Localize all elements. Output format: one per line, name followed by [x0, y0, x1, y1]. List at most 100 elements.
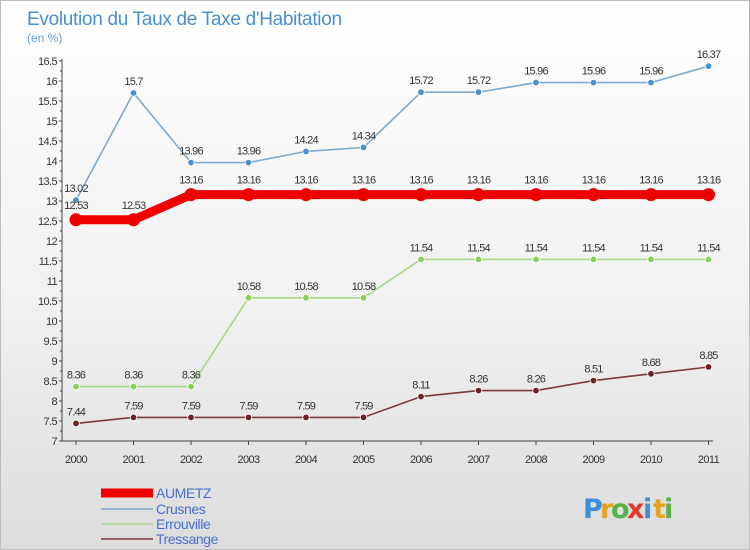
data-point: [69, 213, 83, 227]
x-tick-label: 2009: [582, 454, 605, 466]
data-labels: 13.02 15.7 13.96 13.96 14.24 14.34 15.72 15.72 1…: [64, 49, 722, 418]
y-tick-label: 8: [51, 396, 57, 408]
data-label: 7.44: [67, 406, 86, 418]
data-label: 13.16: [582, 175, 606, 187]
x-tick-label: 2003: [237, 454, 260, 466]
x-tick-label: 2011: [698, 454, 720, 466]
data-label: 11.54: [697, 242, 720, 254]
y-tick-label: 12: [46, 236, 58, 248]
data-point: [299, 188, 313, 202]
data-label: 15.96: [582, 66, 606, 78]
data-point: [532, 78, 540, 87]
data-point: [359, 294, 368, 302]
data-label: 11.54: [582, 242, 605, 254]
legend-label: AUMETZ: [156, 485, 212, 501]
x-tick-label: 2004: [295, 454, 318, 466]
x-tick-label: 2005: [352, 454, 375, 466]
data-label: 8.85: [699, 350, 718, 362]
x-tick-label: 2010: [640, 454, 663, 466]
series-line-tressange: [75, 366, 709, 425]
series-line-aumetz: [76, 190, 709, 225]
data-label: 13.96: [237, 146, 261, 158]
logo-letter: r: [600, 494, 614, 525]
data-label: 16.37: [697, 49, 721, 61]
data-label: 12.53: [64, 200, 88, 212]
data-point: [532, 386, 540, 395]
logo-letter: t: [653, 494, 667, 525]
data-point: [129, 413, 138, 422]
chart-subtitle: (en %): [27, 31, 62, 45]
data-point: [72, 382, 80, 391]
y-tick-label: 15: [46, 116, 58, 128]
data-label: 13.16: [697, 175, 721, 187]
x-tick-label: 2008: [525, 454, 548, 466]
data-label: 8.11: [412, 380, 430, 392]
data-label: 15.72: [409, 75, 433, 87]
data-label: 8.51: [584, 364, 603, 376]
data-point: [704, 363, 713, 371]
data-point: [414, 188, 428, 202]
data-label: 13.16: [524, 175, 548, 187]
y-tick-label: 16.5: [38, 56, 57, 68]
data-label: 13.16: [179, 175, 203, 187]
data-point: [647, 370, 655, 378]
data-point: [359, 413, 368, 422]
data-label: 11.54: [467, 242, 490, 254]
data-label: 8.68: [642, 357, 661, 369]
data-point: [187, 413, 195, 422]
data-point: [532, 255, 540, 264]
data-point: [474, 386, 483, 395]
data-label: 15.96: [524, 66, 548, 78]
data-label: 13.16: [294, 175, 318, 187]
y-tick-label: 11: [47, 276, 58, 288]
data-point: [359, 143, 368, 152]
data-point: [702, 188, 715, 202]
data-label: 10.58: [352, 281, 376, 293]
data-point: [302, 147, 310, 156]
data-point: [472, 188, 485, 202]
data-point: [704, 255, 713, 264]
legend-label: Crusnes: [156, 501, 206, 517]
data-label: 7.59: [182, 400, 201, 412]
series-line-errouville: [76, 258, 709, 388]
data-label: 11.54: [410, 242, 433, 254]
x-tick-label: 2002: [180, 454, 203, 466]
logo-letter: i: [643, 494, 653, 525]
data-label: 13.96: [179, 146, 203, 158]
data-point: [529, 188, 543, 202]
data-label: 7.59: [354, 400, 373, 412]
data-point: [647, 255, 655, 264]
data-label: 10.58: [237, 281, 261, 293]
x-tick-label: 2007: [467, 454, 490, 466]
data-point: [302, 413, 310, 422]
chart-title: Evolution du Taux de Taxe d'Habitation: [27, 9, 342, 30]
data-label: 15.7: [124, 76, 143, 88]
data-point: [589, 255, 598, 264]
data-point: [417, 255, 425, 264]
data-point: [244, 294, 253, 302]
x-tick-label: 2000: [65, 454, 88, 466]
data-point: [187, 382, 195, 391]
series-line-crusnes: [75, 65, 709, 201]
data-point: [474, 88, 483, 96]
data-point: [647, 78, 655, 87]
series-layer: [69, 62, 715, 428]
data-point: [417, 88, 425, 96]
logo-letter: x: [627, 494, 645, 525]
data-label: 12.53: [122, 200, 146, 212]
data-label: 14.24: [294, 134, 318, 146]
data-label: 8.36: [124, 370, 143, 382]
data-point: [72, 419, 80, 428]
data-point: [184, 188, 198, 202]
x-tick-label: 2006: [410, 454, 433, 466]
data-label: 13.16: [467, 175, 491, 187]
data-point: [357, 188, 370, 202]
data-point: [587, 188, 600, 202]
data-label: 8.26: [527, 374, 546, 386]
y-tick-label: 13: [46, 196, 58, 208]
y-tick-label: 7.5: [44, 416, 58, 428]
